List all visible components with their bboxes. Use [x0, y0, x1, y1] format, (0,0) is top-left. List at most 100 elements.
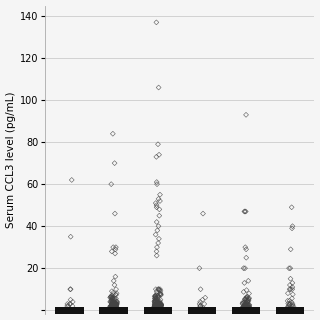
Point: [244, 307, 249, 312]
Point: [156, 236, 162, 241]
Bar: [100, 307, 128, 315]
Point: [153, 301, 158, 306]
Point: [110, 306, 116, 311]
Point: [244, 296, 249, 301]
Point: [156, 293, 161, 298]
Point: [153, 232, 158, 237]
Point: [109, 304, 115, 309]
Point: [109, 306, 114, 311]
Point: [113, 304, 118, 309]
Point: [154, 307, 159, 312]
Point: [156, 307, 161, 312]
Point: [291, 304, 296, 309]
Bar: [276, 307, 304, 315]
Point: [243, 305, 248, 310]
Point: [154, 306, 159, 311]
Point: [244, 304, 249, 309]
Point: [112, 161, 117, 166]
Point: [156, 302, 161, 308]
Point: [70, 299, 75, 304]
Point: [157, 306, 162, 311]
Point: [109, 303, 114, 308]
Point: [113, 307, 118, 312]
Point: [289, 296, 294, 301]
Point: [246, 306, 251, 311]
Point: [154, 180, 159, 185]
Point: [243, 245, 248, 250]
Point: [153, 300, 158, 305]
Point: [108, 300, 113, 305]
Point: [110, 307, 115, 312]
Point: [240, 300, 245, 305]
Point: [285, 301, 291, 306]
Point: [108, 294, 114, 299]
Point: [152, 304, 157, 309]
Point: [290, 304, 295, 309]
Point: [113, 305, 118, 310]
Point: [109, 298, 114, 303]
Point: [108, 307, 114, 312]
Point: [197, 299, 203, 304]
Point: [157, 306, 163, 311]
Point: [156, 307, 162, 312]
Point: [155, 302, 160, 307]
Point: [246, 296, 251, 301]
Point: [113, 307, 118, 312]
Point: [158, 291, 163, 296]
Point: [114, 301, 119, 306]
Point: [68, 301, 73, 307]
Point: [153, 304, 158, 309]
Point: [243, 306, 248, 311]
Point: [288, 306, 293, 311]
Point: [157, 303, 162, 308]
Point: [109, 293, 115, 298]
Point: [156, 307, 161, 312]
Point: [242, 302, 247, 307]
Point: [113, 303, 118, 308]
Point: [245, 298, 251, 303]
Point: [285, 291, 291, 296]
Point: [152, 307, 157, 312]
Point: [288, 307, 293, 312]
Point: [112, 304, 117, 309]
Point: [287, 287, 292, 292]
Point: [157, 198, 163, 204]
Point: [288, 266, 293, 271]
Point: [290, 284, 295, 290]
Point: [154, 289, 159, 294]
Point: [153, 296, 158, 301]
Point: [110, 307, 115, 312]
Point: [156, 224, 161, 229]
Point: [154, 307, 159, 312]
Point: [154, 305, 159, 310]
Point: [157, 287, 163, 292]
Point: [246, 291, 252, 296]
Point: [157, 213, 162, 218]
Point: [156, 307, 161, 312]
Point: [242, 306, 247, 311]
Point: [240, 301, 245, 306]
Point: [241, 307, 246, 312]
Point: [110, 302, 115, 307]
Point: [113, 251, 118, 256]
Point: [153, 304, 158, 309]
Point: [159, 307, 164, 312]
Point: [112, 304, 117, 309]
Point: [156, 304, 161, 309]
Point: [155, 307, 160, 312]
Point: [113, 292, 118, 298]
Point: [153, 307, 158, 312]
Point: [112, 211, 117, 216]
Point: [157, 305, 163, 310]
Point: [156, 305, 161, 310]
Point: [155, 228, 160, 233]
Point: [242, 302, 247, 308]
Point: [155, 303, 160, 308]
Point: [110, 307, 116, 312]
Point: [110, 295, 115, 300]
Point: [290, 280, 295, 285]
Point: [244, 307, 249, 312]
Point: [110, 306, 115, 311]
Point: [244, 306, 249, 311]
Point: [154, 303, 159, 308]
